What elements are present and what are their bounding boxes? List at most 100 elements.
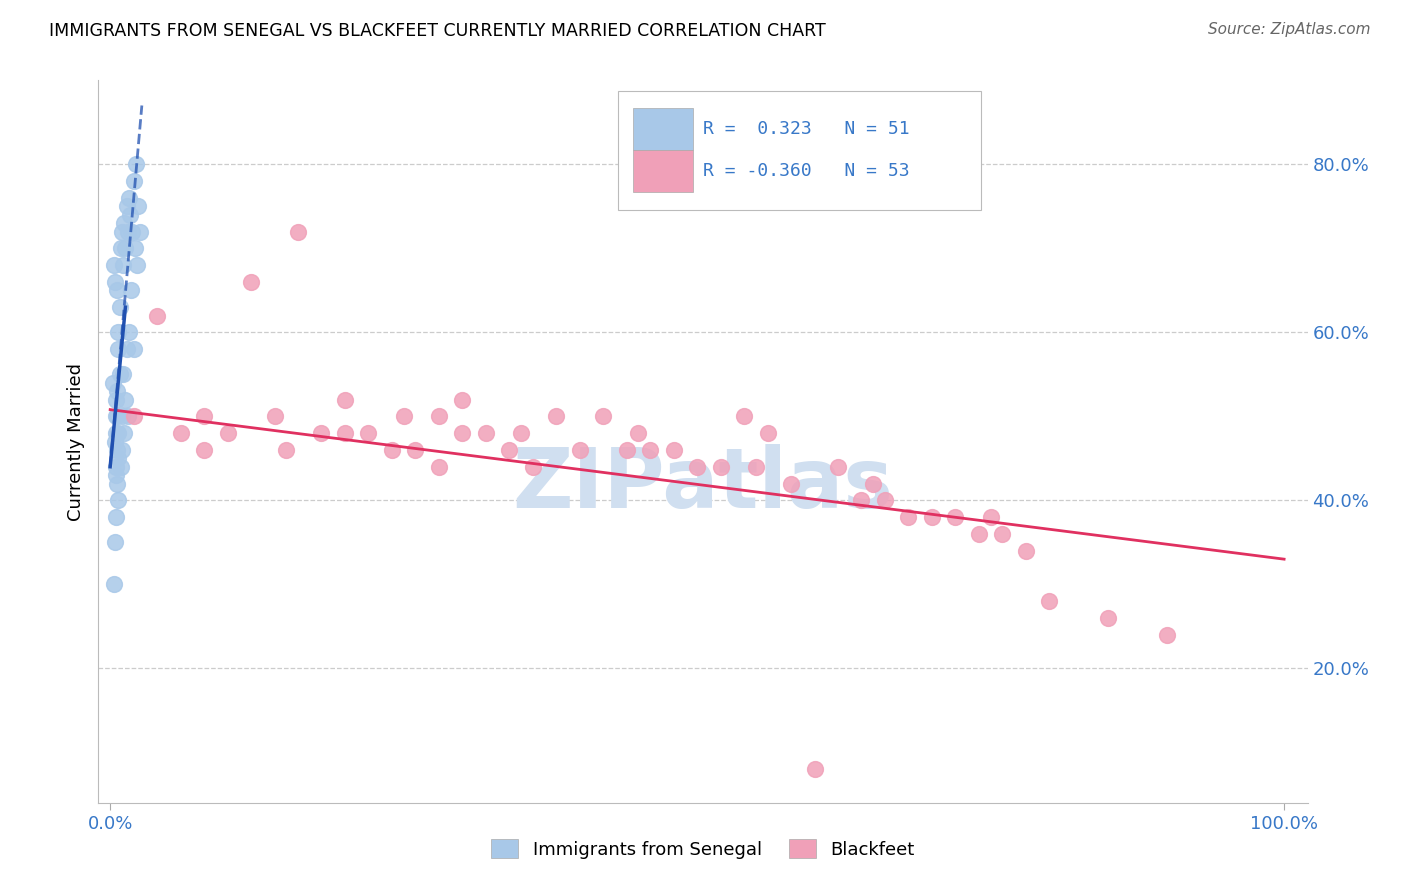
- Point: [110, 459, 132, 474]
- Point: [104, 275, 127, 289]
- Point: [107, 493, 129, 508]
- Point: [118, 326, 141, 340]
- Point: [105, 442, 128, 457]
- Y-axis label: Currently Married: Currently Married: [66, 362, 84, 521]
- FancyBboxPatch shape: [633, 150, 693, 192]
- Point: [333, 426, 356, 441]
- Point: [803, 762, 825, 776]
- Point: [105, 409, 128, 424]
- Point: [115, 199, 138, 213]
- Point: [127, 199, 149, 213]
- Point: [381, 442, 404, 457]
- Point: [333, 392, 356, 407]
- Point: [217, 426, 239, 441]
- Point: [1156, 628, 1178, 642]
- Point: [112, 216, 135, 230]
- Point: [404, 442, 426, 457]
- Point: [627, 426, 650, 441]
- Point: [105, 468, 128, 483]
- Point: [851, 493, 873, 508]
- Point: [117, 409, 139, 424]
- Point: [110, 241, 132, 255]
- Point: [115, 342, 138, 356]
- Point: [101, 376, 124, 390]
- Point: [546, 409, 568, 424]
- Point: [114, 241, 136, 255]
- Point: [827, 459, 849, 474]
- Point: [169, 426, 191, 441]
- Point: [104, 535, 127, 549]
- Point: [662, 442, 685, 457]
- Point: [311, 426, 333, 441]
- Point: [276, 442, 298, 457]
- Point: [105, 392, 128, 407]
- Text: ZIPatlas: ZIPatlas: [513, 444, 893, 525]
- Point: [873, 493, 896, 508]
- Text: R =  0.323   N = 51: R = 0.323 N = 51: [703, 120, 910, 138]
- Point: [105, 283, 128, 297]
- Point: [897, 510, 920, 524]
- Point: [780, 476, 803, 491]
- Point: [105, 409, 128, 424]
- Point: [107, 451, 129, 466]
- Text: Source: ZipAtlas.com: Source: ZipAtlas.com: [1208, 22, 1371, 37]
- Point: [103, 258, 125, 272]
- Point: [592, 409, 614, 424]
- Point: [125, 157, 148, 171]
- Text: R = -0.360   N = 53: R = -0.360 N = 53: [703, 161, 910, 179]
- Point: [263, 409, 285, 424]
- Point: [121, 225, 143, 239]
- Text: IMMIGRANTS FROM SENEGAL VS BLACKFEET CURRENTLY MARRIED CORRELATION CHART: IMMIGRANTS FROM SENEGAL VS BLACKFEET CUR…: [49, 22, 825, 40]
- Point: [568, 442, 591, 457]
- Point: [104, 434, 127, 449]
- Point: [108, 368, 131, 382]
- Point: [980, 510, 1002, 524]
- Point: [745, 459, 768, 474]
- Point: [451, 426, 474, 441]
- Point: [111, 409, 134, 424]
- Point: [108, 300, 131, 314]
- Point: [105, 384, 128, 398]
- Point: [945, 510, 967, 524]
- Point: [107, 426, 129, 441]
- Point: [522, 459, 544, 474]
- Point: [357, 426, 380, 441]
- Point: [122, 174, 145, 188]
- Point: [111, 442, 134, 457]
- Point: [118, 191, 141, 205]
- Point: [112, 426, 135, 441]
- Point: [498, 442, 520, 457]
- Point: [733, 409, 755, 424]
- Point: [107, 342, 129, 356]
- Point: [921, 510, 943, 524]
- Point: [114, 392, 136, 407]
- Point: [120, 208, 142, 222]
- Point: [193, 409, 215, 424]
- Point: [240, 275, 263, 289]
- Point: [710, 459, 733, 474]
- Point: [686, 459, 709, 474]
- FancyBboxPatch shape: [619, 91, 981, 211]
- Point: [122, 409, 145, 424]
- FancyBboxPatch shape: [633, 109, 693, 151]
- Point: [1097, 611, 1119, 625]
- Point: [120, 283, 142, 297]
- Point: [510, 426, 533, 441]
- Point: [146, 309, 169, 323]
- Point: [124, 241, 146, 255]
- Point: [112, 368, 135, 382]
- Point: [122, 342, 145, 356]
- Point: [117, 225, 139, 239]
- Legend: Immigrants from Senegal, Blackfeet: Immigrants from Senegal, Blackfeet: [484, 832, 922, 866]
- Point: [756, 426, 779, 441]
- Point: [112, 258, 135, 272]
- Point: [427, 459, 450, 474]
- Point: [128, 225, 150, 239]
- Point: [427, 409, 450, 424]
- Point: [111, 225, 134, 239]
- Point: [105, 510, 128, 524]
- Point: [967, 527, 990, 541]
- Point: [105, 459, 128, 474]
- Point: [1015, 543, 1038, 558]
- Point: [638, 442, 661, 457]
